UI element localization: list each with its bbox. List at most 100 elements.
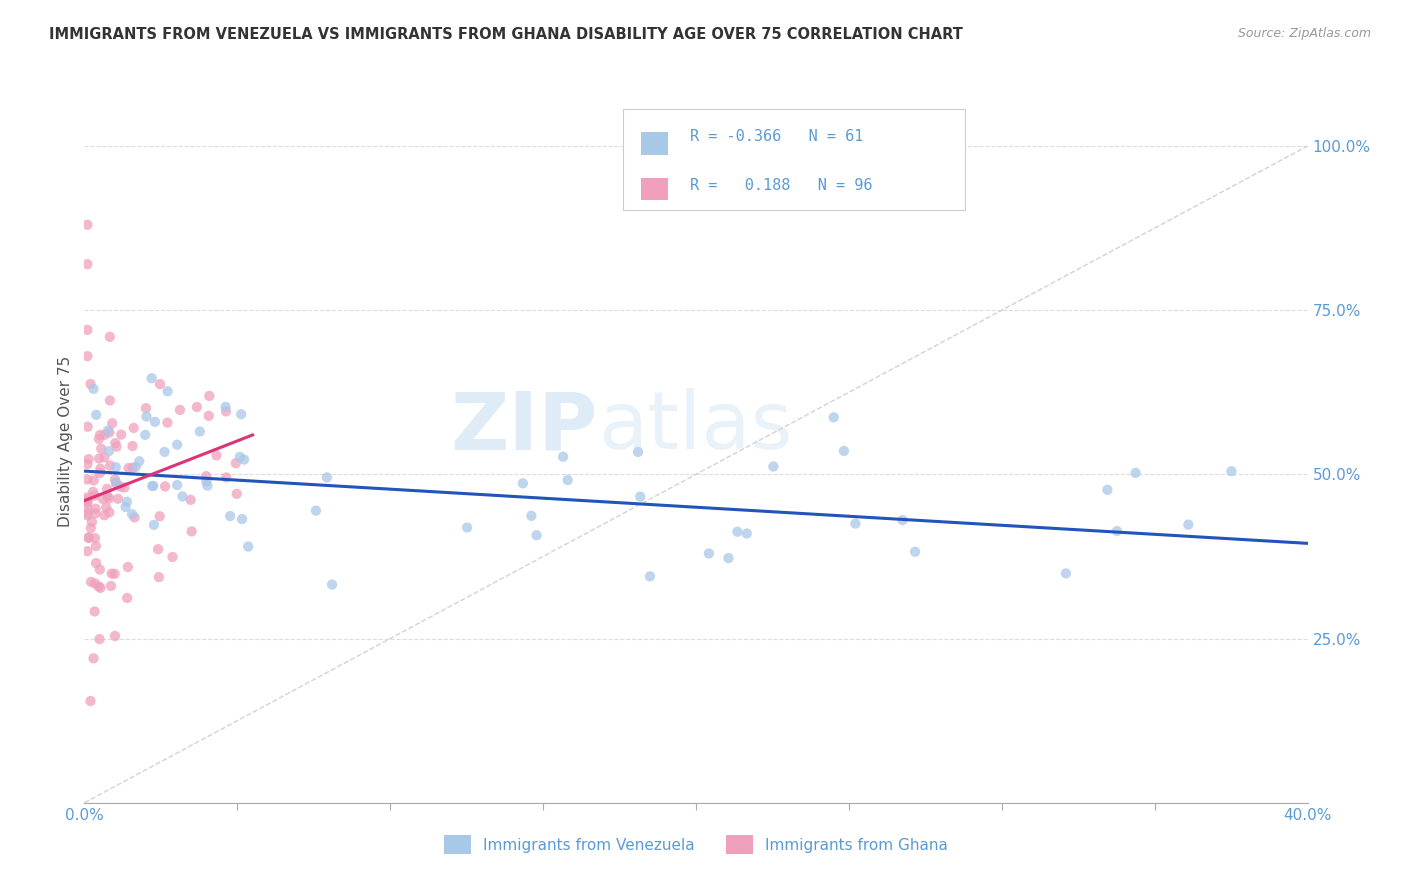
Point bbox=[77, 531, 100, 545]
Point bbox=[105, 475, 128, 489]
Point bbox=[162, 549, 184, 564]
Text: ZIP: ZIP bbox=[451, 388, 598, 467]
Point bbox=[225, 456, 247, 470]
Point bbox=[121, 439, 143, 453]
Point bbox=[231, 407, 253, 421]
Point bbox=[76, 506, 98, 520]
Point bbox=[115, 591, 138, 605]
Point bbox=[79, 377, 101, 392]
Point bbox=[166, 478, 188, 492]
Point bbox=[141, 371, 163, 385]
Point bbox=[98, 425, 121, 440]
Point bbox=[186, 400, 208, 414]
Point bbox=[195, 469, 218, 483]
Point bbox=[90, 442, 112, 456]
Point bbox=[98, 505, 121, 519]
Point bbox=[121, 460, 143, 475]
Point bbox=[638, 569, 661, 583]
Point bbox=[76, 508, 98, 523]
Point bbox=[205, 449, 228, 463]
Point bbox=[148, 570, 170, 584]
Point bbox=[93, 428, 115, 442]
Point bbox=[104, 460, 127, 475]
Point bbox=[91, 491, 114, 506]
Point bbox=[97, 424, 120, 438]
Point bbox=[143, 415, 166, 429]
Point bbox=[166, 438, 188, 452]
Point bbox=[76, 473, 98, 487]
Point bbox=[80, 574, 103, 589]
Point bbox=[233, 452, 256, 467]
Point bbox=[77, 452, 100, 467]
Text: R =   0.188   N = 96: R = 0.188 N = 96 bbox=[690, 178, 872, 193]
Point bbox=[89, 462, 111, 476]
Point bbox=[823, 410, 845, 425]
Point bbox=[832, 444, 855, 458]
Point bbox=[76, 257, 98, 271]
Point bbox=[84, 507, 107, 521]
Point bbox=[84, 556, 107, 570]
Point bbox=[84, 576, 107, 591]
Point bbox=[180, 524, 202, 539]
Point bbox=[89, 428, 111, 442]
Point bbox=[87, 432, 110, 446]
Point bbox=[87, 451, 110, 466]
Point bbox=[195, 475, 218, 489]
Point bbox=[84, 501, 107, 516]
Point bbox=[197, 478, 219, 492]
Point bbox=[84, 531, 107, 545]
Point bbox=[98, 330, 121, 344]
Point bbox=[225, 487, 247, 501]
Point bbox=[76, 218, 98, 232]
Point bbox=[77, 531, 100, 545]
Point bbox=[142, 479, 165, 493]
FancyBboxPatch shape bbox=[641, 132, 668, 154]
Point bbox=[844, 516, 866, 531]
Point bbox=[98, 491, 121, 506]
Point bbox=[198, 389, 221, 403]
Point bbox=[80, 515, 103, 529]
Point bbox=[904, 545, 927, 559]
Point bbox=[153, 445, 176, 459]
Point bbox=[725, 524, 748, 539]
FancyBboxPatch shape bbox=[623, 109, 965, 211]
Point bbox=[89, 563, 111, 577]
Point bbox=[98, 458, 121, 473]
Point bbox=[520, 508, 543, 523]
Point bbox=[104, 436, 127, 450]
Point bbox=[117, 560, 139, 574]
Point bbox=[76, 419, 98, 434]
Point bbox=[104, 476, 127, 491]
Point bbox=[305, 503, 328, 517]
Point bbox=[125, 460, 148, 475]
Point bbox=[76, 500, 98, 515]
Point bbox=[79, 694, 101, 708]
Point bbox=[93, 508, 115, 523]
Point bbox=[146, 542, 169, 557]
Point bbox=[219, 509, 242, 524]
Point bbox=[141, 479, 163, 493]
Point bbox=[149, 509, 172, 524]
Point bbox=[128, 454, 150, 468]
Point bbox=[76, 544, 98, 558]
Point bbox=[96, 500, 118, 515]
Point bbox=[83, 489, 105, 503]
Point bbox=[76, 493, 98, 508]
Text: IMMIGRANTS FROM VENEZUELA VS IMMIGRANTS FROM GHANA DISABILITY AGE OVER 75 CORREL: IMMIGRANTS FROM VENEZUELA VS IMMIGRANTS … bbox=[49, 27, 963, 42]
Legend: Immigrants from Venezuela, Immigrants from Ghana: Immigrants from Venezuela, Immigrants fr… bbox=[437, 830, 955, 860]
Point bbox=[76, 349, 98, 363]
FancyBboxPatch shape bbox=[641, 178, 668, 200]
Point bbox=[172, 490, 194, 504]
Point bbox=[89, 632, 111, 646]
Point bbox=[83, 474, 105, 488]
Point bbox=[551, 450, 574, 464]
Point bbox=[115, 494, 138, 508]
Point bbox=[76, 495, 98, 509]
Point bbox=[142, 517, 165, 532]
Point bbox=[104, 629, 127, 643]
Point bbox=[231, 512, 253, 526]
Text: R = -0.366   N = 61: R = -0.366 N = 61 bbox=[690, 129, 863, 144]
Point bbox=[153, 479, 176, 493]
Point bbox=[98, 444, 121, 458]
Point bbox=[83, 604, 105, 618]
